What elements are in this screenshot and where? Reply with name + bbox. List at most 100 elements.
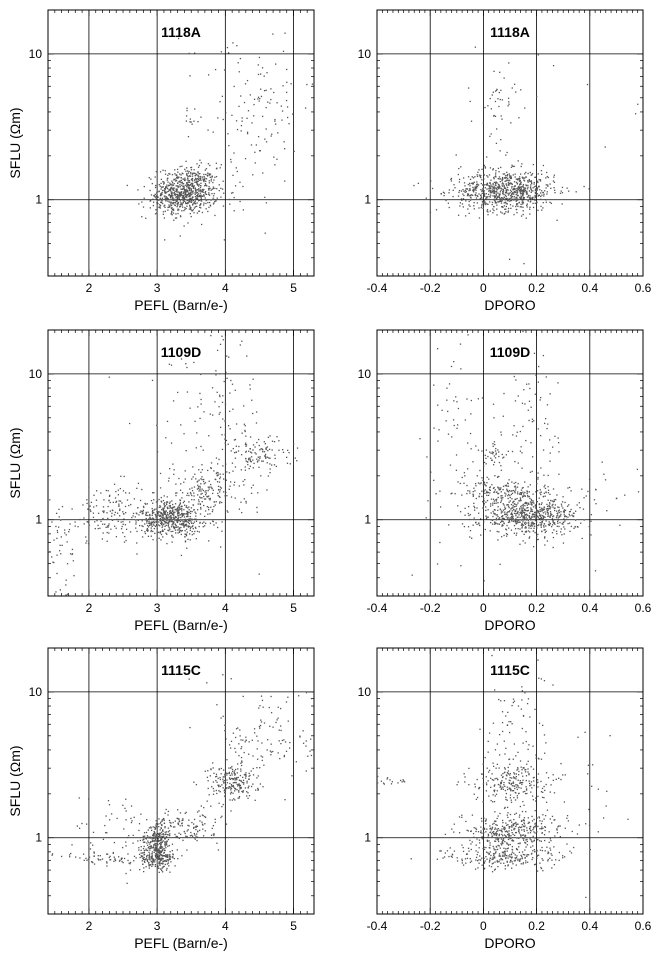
scatter-point	[505, 513, 508, 515]
scatter-point	[485, 198, 487, 200]
scatter-point	[267, 475, 270, 477]
scatter-point	[185, 167, 188, 169]
scatter-point	[262, 172, 264, 174]
scatter-point	[551, 518, 554, 520]
scatter-point	[537, 478, 539, 480]
scatter-point	[520, 197, 522, 199]
scatter-point	[148, 858, 150, 860]
x-tick-label: 0.2	[528, 281, 545, 295]
scatter-point	[508, 489, 511, 492]
scatter-point	[165, 521, 167, 523]
scatter-point	[521, 504, 523, 507]
scatter-point	[258, 438, 260, 441]
scatter-point	[194, 420, 196, 423]
scatter-point	[191, 525, 194, 528]
scatter-point	[529, 531, 531, 533]
scatter-point	[524, 523, 527, 525]
scatter-point	[520, 195, 522, 197]
scatter-point	[206, 185, 208, 187]
scatter-point	[200, 116, 202, 118]
scatter-point	[500, 469, 503, 471]
scatter-point	[159, 850, 161, 852]
scatter-point	[167, 522, 170, 524]
scatter-point	[513, 486, 516, 488]
scatter-point	[196, 180, 198, 183]
scatter-point	[87, 508, 89, 510]
scatter-point	[226, 495, 228, 497]
scatter-point	[513, 532, 515, 534]
x-axis-label: PEFL (Barn/e-)	[134, 297, 228, 313]
scatter-point	[172, 209, 175, 211]
scatter-point	[229, 428, 231, 430]
scatter-point	[219, 473, 221, 475]
scatter-point	[557, 522, 559, 524]
scatter-point	[240, 95, 242, 97]
scatter-point	[496, 514, 499, 516]
scatter-point	[522, 524, 524, 526]
scatter-point	[170, 442, 173, 444]
scatter-point	[543, 516, 545, 518]
scatter-point	[558, 525, 560, 528]
scatter-point	[492, 443, 494, 445]
scatter-point	[215, 168, 218, 170]
scatter-point	[568, 504, 570, 506]
scatter-point	[207, 129, 209, 131]
scatter-point	[524, 509, 527, 512]
scatter-point	[490, 503, 492, 505]
scatter-point	[121, 502, 123, 504]
scatter-point	[481, 168, 483, 170]
scatter-point	[199, 206, 201, 208]
scatter-point	[520, 493, 522, 496]
scatter-point	[151, 853, 153, 855]
scatter-point	[155, 212, 158, 214]
scatter-point	[165, 519, 168, 521]
scatter-point	[199, 194, 201, 197]
scatter-point	[595, 489, 597, 491]
scatter-point	[514, 173, 516, 175]
scatter-point	[165, 524, 167, 526]
scatter-point	[149, 859, 151, 861]
scatter-point	[489, 182, 492, 184]
x-tick-label: 0.4	[581, 281, 598, 295]
scatter-point	[495, 502, 497, 504]
scatter-point	[529, 525, 532, 527]
scatter-point	[247, 461, 249, 463]
scatter-point	[148, 518, 150, 520]
scatter-point	[176, 195, 178, 198]
scatter-point	[61, 544, 63, 547]
scatter-point	[198, 188, 200, 190]
scatter-point	[505, 189, 507, 191]
scatter-point	[489, 167, 492, 169]
scatter-point	[534, 393, 537, 395]
scatter-point	[229, 392, 231, 394]
scatter-point	[142, 852, 144, 854]
scatter-point	[183, 526, 185, 528]
scatter-point	[522, 495, 525, 497]
scatter-point	[464, 507, 466, 510]
scatter-point	[157, 867, 159, 869]
scatter-point	[525, 531, 527, 533]
scatter-point	[498, 194, 500, 197]
scatter-point	[180, 524, 182, 526]
scatter-point	[152, 201, 155, 203]
scatter-point	[209, 164, 211, 167]
scatter-point	[187, 183, 189, 186]
scatter-point	[519, 543, 521, 545]
scatter-point	[56, 537, 58, 540]
scatter-point	[520, 492, 522, 494]
scatter-point	[493, 502, 496, 504]
scatter-point	[167, 523, 170, 525]
scatter-point	[525, 171, 527, 174]
scatter-point	[167, 862, 170, 864]
scatter-point	[550, 525, 553, 528]
scatter-point	[520, 524, 523, 526]
scatter-point	[519, 180, 521, 183]
scatter-point	[166, 867, 168, 870]
scatter-point	[53, 561, 55, 564]
scatter-point	[516, 203, 519, 205]
scatter-point	[199, 190, 202, 192]
scatter-point	[524, 403, 526, 405]
scatter-point	[537, 173, 539, 175]
scatter-point	[543, 195, 545, 197]
scatter-point	[92, 516, 95, 519]
